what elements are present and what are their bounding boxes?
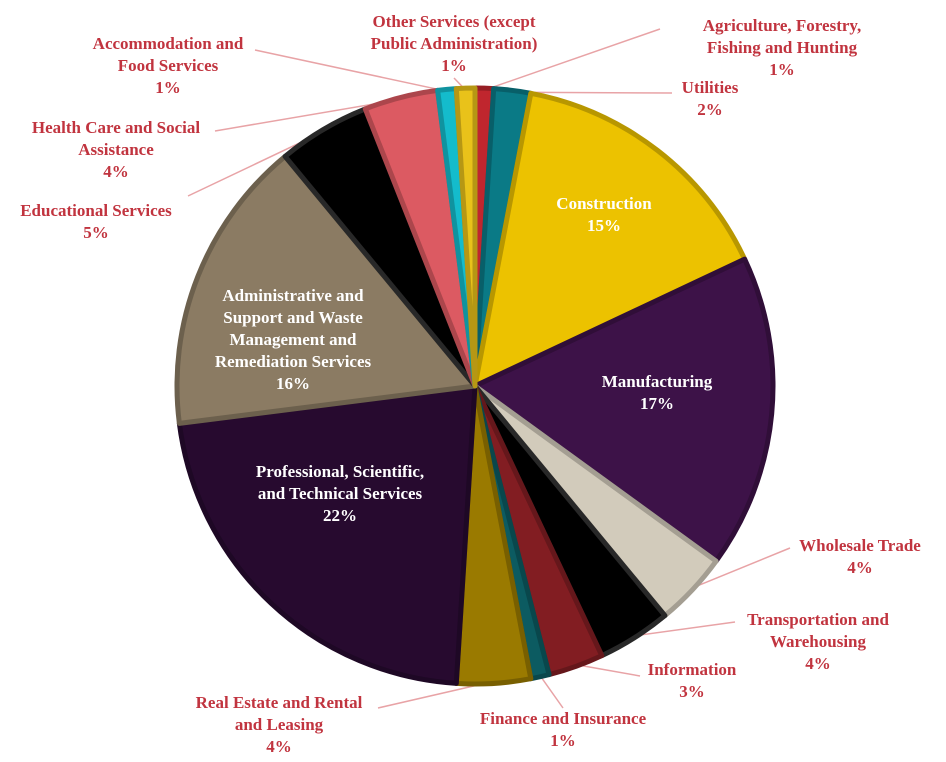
label-administrative-line: Support and Waste (223, 308, 363, 327)
slice-administrative (174, 153, 478, 426)
label-accommodation-percent: 1% (155, 78, 181, 97)
label-healthcare-line: Assistance (78, 140, 154, 159)
leader-accommodation (254, 49, 448, 93)
leader-information (575, 663, 641, 677)
leader-finance (538, 674, 564, 709)
label-educational: Educational Services 5% (20, 200, 172, 244)
label-construction-percent: 15% (587, 216, 621, 235)
label-otherservices-percent: 1% (441, 56, 467, 75)
label-utilities-line: Utilities (681, 78, 739, 97)
label-administrative: Administrative and Support and Waste Manag… (215, 285, 371, 395)
label-realestate-line: and Leasing (234, 715, 324, 734)
label-manufacturing-percent: 17% (640, 394, 674, 413)
label-administrative-line: Administrative and (222, 286, 364, 305)
label-wholesale-line: Wholesale Trade (799, 536, 921, 555)
label-information-line: Information (647, 660, 737, 679)
label-agriculture-line: Agriculture, Forestry, (702, 16, 862, 35)
label-manufacturing: Manufacturing 17% (602, 371, 713, 415)
slice-professional (176, 383, 478, 686)
label-administrative-percent: 16% (276, 374, 310, 393)
label-accommodation: Accommodation and Food Services 1% (93, 33, 244, 99)
label-finance: Finance and Insurance 1% (480, 708, 646, 752)
label-transportation: Transportation and Warehousing 4% (747, 609, 889, 675)
label-finance-line: Finance and Insurance (479, 709, 647, 728)
label-otherservices: Other Services (except Public Administrat… (371, 11, 538, 77)
label-manufacturing-line: Manufacturing (601, 372, 713, 391)
slice-manufacturing (472, 256, 776, 564)
label-information-percent: 3% (679, 682, 705, 701)
label-construction: Construction 15% (556, 193, 651, 237)
label-professional-percent: 22% (323, 506, 357, 525)
label-accommodation-line: Food Services (117, 56, 219, 75)
label-utilities: Utilities 2% (682, 77, 739, 121)
label-wholesale-percent: 4% (847, 558, 873, 577)
label-agriculture-percent: 1% (769, 60, 795, 79)
label-professional-line: Professional, Scientific, (255, 462, 425, 481)
label-healthcare: Health Care and Social Assistance 4% (32, 117, 200, 183)
label-administrative-line: Remediation Services (214, 352, 372, 371)
label-transportation-percent: 4% (805, 654, 831, 673)
leader-agriculture (484, 28, 661, 91)
leader-transportation (633, 621, 736, 637)
label-otherservices-line: Other Services (except (372, 12, 536, 31)
slice-otherservices (453, 85, 478, 389)
slice-construction (472, 90, 748, 389)
label-construction-line: Construction (556, 194, 652, 213)
label-agriculture-line: Fishing and Hunting (706, 38, 858, 57)
label-realestate: Real Estate and Rental and Leasing 4% (196, 692, 363, 758)
pie-slices (174, 85, 776, 687)
label-professional: Professional, Scientific, and Technical S… (256, 461, 424, 527)
label-administrative-line: Management and (229, 330, 357, 349)
label-otherservices-line: Public Administration) (370, 34, 538, 53)
leader-wholesale (690, 547, 791, 590)
label-realestate-line: Real Estate and Rental (195, 693, 363, 712)
label-healthcare-line: Health Care and Social (31, 118, 201, 137)
label-healthcare-percent: 4% (103, 162, 129, 181)
label-finance-percent: 1% (550, 731, 576, 750)
label-agriculture: Agriculture, Forestry, Fishing and Huntin… (703, 15, 861, 81)
label-wholesale: Wholesale Trade 4% (799, 535, 921, 579)
label-transportation-line: Transportation and (747, 610, 889, 629)
label-realestate-percent: 4% (266, 737, 292, 756)
label-transportation-line: Warehousing (769, 632, 867, 651)
label-educational-line: Educational Services (20, 201, 172, 220)
label-professional-line: and Technical Services (257, 484, 423, 503)
label-educational-percent: 5% (83, 223, 109, 242)
label-information: Information 3% (648, 659, 737, 703)
label-utilities-percent: 2% (697, 100, 723, 119)
label-accommodation-line: Accommodation and (92, 34, 244, 53)
